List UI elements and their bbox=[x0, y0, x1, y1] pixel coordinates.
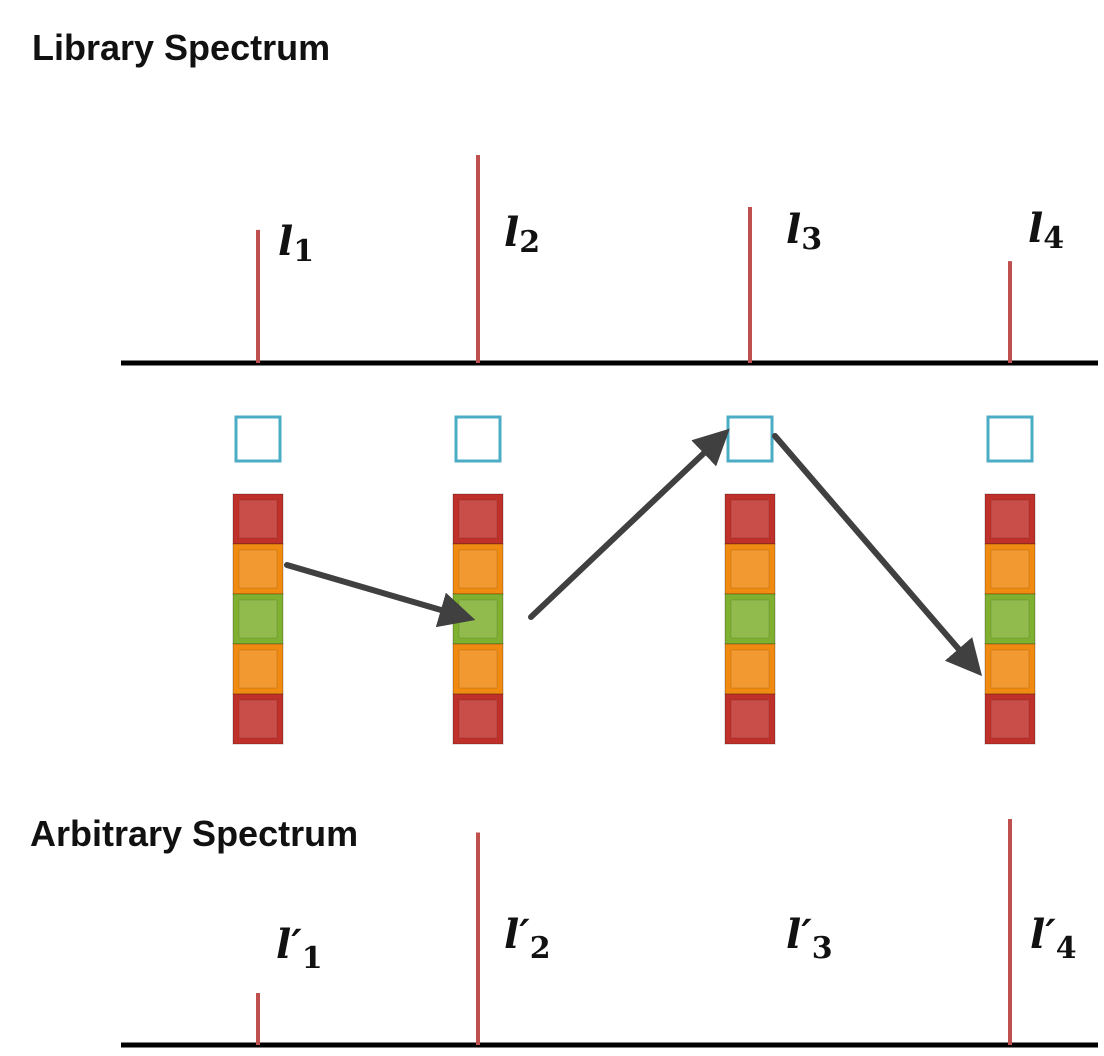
column-4-block-2-bevel bbox=[990, 549, 1030, 589]
library-peak-labels: l1 l2 l3 l4 bbox=[278, 205, 1064, 269]
marker-square-1 bbox=[234, 415, 282, 463]
column-1-block-2-bevel bbox=[238, 549, 278, 589]
column-2-block-1-bevel bbox=[458, 499, 498, 539]
column-3-block-3 bbox=[724, 593, 776, 645]
column-2-block-2-bevel bbox=[458, 549, 498, 589]
column-3-block-4-bevel bbox=[730, 649, 770, 689]
column-4-block-3 bbox=[984, 593, 1036, 645]
library-spectrum-title: Library Spectrum bbox=[32, 27, 330, 68]
arbitrary-peak-label-2: l′2 bbox=[504, 911, 551, 966]
column-2-block-4-bevel bbox=[458, 649, 498, 689]
column-4-block-5 bbox=[984, 693, 1036, 745]
column-2-block-1 bbox=[452, 493, 504, 545]
column-3-block-1-bevel bbox=[730, 499, 770, 539]
column-4-block-1 bbox=[984, 493, 1036, 545]
column-2-block-5 bbox=[452, 693, 504, 745]
library-peak-label-1: l1 bbox=[278, 218, 314, 269]
column-3-block-1 bbox=[724, 493, 776, 545]
path-arrow-1 bbox=[284, 562, 476, 628]
path-arrow-2 bbox=[528, 428, 730, 620]
column-4-block-4 bbox=[984, 643, 1036, 695]
column-1-block-5 bbox=[232, 693, 284, 745]
candidate-columns bbox=[232, 493, 1036, 745]
marker-square-2 bbox=[454, 415, 502, 463]
column-1-block-1-bevel bbox=[238, 499, 278, 539]
column-3-block-4 bbox=[724, 643, 776, 695]
library-peak-label-2: l2 bbox=[504, 209, 540, 260]
library-peaks bbox=[256, 155, 1012, 363]
column-1-block-1 bbox=[232, 493, 284, 545]
arbitrary-peak-label-3: l′3 bbox=[786, 911, 833, 966]
marker-square-3 bbox=[726, 415, 774, 463]
column-4-block-1-bevel bbox=[990, 499, 1030, 539]
marker-square-4 bbox=[986, 415, 1034, 463]
column-4-block-3-bevel bbox=[990, 599, 1030, 639]
column-2-block-2 bbox=[452, 543, 504, 595]
alignment-path bbox=[284, 428, 983, 677]
arbitrary-peak-label-4: l′4 bbox=[1030, 911, 1077, 966]
path-arrow-3 bbox=[772, 433, 983, 677]
arbitrary-spectrum-title: Arbitrary Spectrum bbox=[30, 813, 358, 854]
column-1-block-5-bevel bbox=[238, 699, 278, 739]
column-3-block-5-bevel bbox=[730, 699, 770, 739]
column-1-block-4-bevel bbox=[238, 649, 278, 689]
library-peak-label-3: l3 bbox=[786, 206, 822, 257]
column-4-block-2 bbox=[984, 543, 1036, 595]
arbitrary-peak-label-1: l′1 bbox=[276, 921, 323, 976]
arbitrary-peak-labels: l′1 l′2 l′3 l′4 bbox=[276, 911, 1077, 976]
arbitrary-peaks bbox=[256, 819, 1012, 1045]
column-2-block-5-bevel bbox=[458, 699, 498, 739]
candidate-markers bbox=[234, 415, 1034, 463]
library-peak-label-4: l4 bbox=[1028, 205, 1064, 256]
column-3-block-2 bbox=[724, 543, 776, 595]
column-3-block-5 bbox=[724, 693, 776, 745]
column-3-block-3-bevel bbox=[730, 599, 770, 639]
column-4-block-5-bevel bbox=[990, 699, 1030, 739]
column-3-block-2-bevel bbox=[730, 549, 770, 589]
column-4-block-4-bevel bbox=[990, 649, 1030, 689]
column-1-block-3-bevel bbox=[238, 599, 278, 639]
